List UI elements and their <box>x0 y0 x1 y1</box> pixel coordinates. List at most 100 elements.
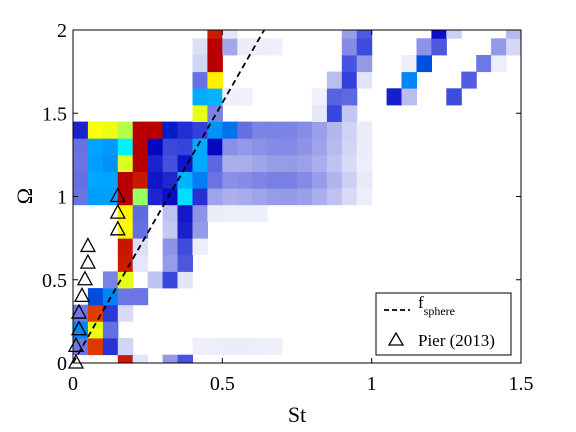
heatmap-cell <box>297 138 313 156</box>
heatmap-cell <box>147 171 164 189</box>
heatmap-cell <box>73 154 89 172</box>
heatmap-cell <box>341 121 358 139</box>
fsphere-line <box>73 30 265 363</box>
heatmap-cell <box>282 154 298 172</box>
heatmap-cell <box>192 204 208 222</box>
heatmap-cell <box>162 138 179 156</box>
heatmap-cell <box>341 30 358 39</box>
heatmap-cell <box>177 171 193 189</box>
heatmap-cell <box>326 171 343 189</box>
pier-marker <box>109 203 126 219</box>
heatmap-cell <box>356 121 373 139</box>
heatmap-cell <box>326 104 343 122</box>
heatmap-cell <box>356 138 373 156</box>
heatmap-cell <box>132 171 149 189</box>
heatmap-cell <box>311 138 328 156</box>
heatmap-cell <box>326 88 343 106</box>
heatmap-cell <box>192 71 208 89</box>
heatmap-cell <box>192 154 208 172</box>
heatmap-cell <box>282 188 298 206</box>
heatmap-cell <box>341 88 358 106</box>
legend: fsphere Pier (2013) <box>375 292 512 356</box>
heatmap-cell <box>267 154 283 172</box>
heatmap-cell <box>132 288 149 306</box>
heatmap-cell <box>326 121 343 139</box>
heatmap-cell <box>476 55 492 73</box>
heatmap-cell <box>326 71 343 89</box>
heatmap-cell <box>506 30 521 39</box>
heatmap-cell <box>147 188 164 206</box>
legend-box <box>375 292 512 356</box>
heatmap-cell <box>132 154 149 172</box>
heatmap-cell <box>416 38 432 56</box>
heatmap-cell <box>207 138 223 156</box>
heatmap-cell <box>73 188 89 206</box>
heatmap-cell <box>87 288 104 306</box>
heatmap-cell <box>267 171 283 189</box>
heatmap-cell <box>87 154 104 172</box>
heatmap-cell <box>87 188 104 206</box>
y-tick-label: 2 <box>57 20 67 42</box>
heatmap-cell <box>401 71 417 89</box>
heatmap-cell <box>132 354 149 363</box>
heatmap-cell <box>267 338 283 356</box>
y-tick-label: 0.5 <box>42 270 67 292</box>
heatmap-cell <box>207 171 223 189</box>
heatmap-cell <box>117 171 134 189</box>
heatmap-cell <box>431 30 447 39</box>
heatmap-cell <box>87 304 104 322</box>
heatmap-cell <box>326 154 343 172</box>
heatmap-cell <box>207 55 223 73</box>
heatmap-cell <box>87 171 104 189</box>
heatmap-cell <box>356 30 373 39</box>
heatmap-cell <box>207 204 223 222</box>
heatmap-cell <box>341 154 358 172</box>
heatmap-cell <box>446 88 462 106</box>
heatmap-cell <box>192 221 208 239</box>
heatmap-cell <box>177 121 193 139</box>
heatmap-cell <box>117 121 134 139</box>
heatmap-cell <box>132 204 149 222</box>
heatmap-cell <box>297 188 313 206</box>
heatmap-cell <box>311 154 328 172</box>
heatmap-cell <box>102 338 119 356</box>
heatmap-cell <box>446 30 462 39</box>
heatmap-cell <box>341 171 358 189</box>
x-tick-label: 0 <box>68 373 78 395</box>
heatmap-cell <box>416 55 432 73</box>
heatmap-cell <box>401 55 417 73</box>
heatmap-cell <box>326 138 343 156</box>
heatmap-cell <box>177 271 193 289</box>
x-tick-label: 1.5 <box>509 373 534 395</box>
heatmap-cell <box>192 238 208 256</box>
pier-marker <box>79 253 97 269</box>
heatmap-cell <box>162 254 179 272</box>
heatmap-cell <box>147 138 164 156</box>
heatmap-cell <box>177 154 193 172</box>
heatmap-cell <box>267 121 283 139</box>
heatmap-cell <box>102 271 119 289</box>
heatmap-cell <box>311 121 328 139</box>
heatmap-cell <box>311 104 328 122</box>
legend-fsphere-label: fsphere <box>418 293 455 318</box>
heatmap-cell <box>356 188 373 206</box>
heatmap-cell <box>252 38 268 56</box>
heatmap-cell <box>147 154 164 172</box>
heatmap-cell <box>207 154 223 172</box>
x-tick-label: 1 <box>367 373 377 395</box>
heatmap-cell <box>207 71 223 89</box>
heatmap-cell <box>282 171 298 189</box>
legend-fsphere-main: f <box>418 293 424 312</box>
heatmap-cell <box>102 304 119 322</box>
pier-marker <box>109 220 126 236</box>
heatmap-cell <box>237 138 253 156</box>
heatmap-cell <box>177 204 193 222</box>
heatmap-cell <box>132 254 149 272</box>
heatmap-cell <box>222 30 238 39</box>
legend-fsphere-sub: sphere <box>424 304 455 318</box>
heatmap-cell <box>117 204 134 222</box>
heatmap-cell <box>87 138 104 156</box>
heatmap-cell <box>237 171 253 189</box>
heatmap-cell <box>117 338 134 356</box>
heatmap-cell <box>222 204 238 222</box>
